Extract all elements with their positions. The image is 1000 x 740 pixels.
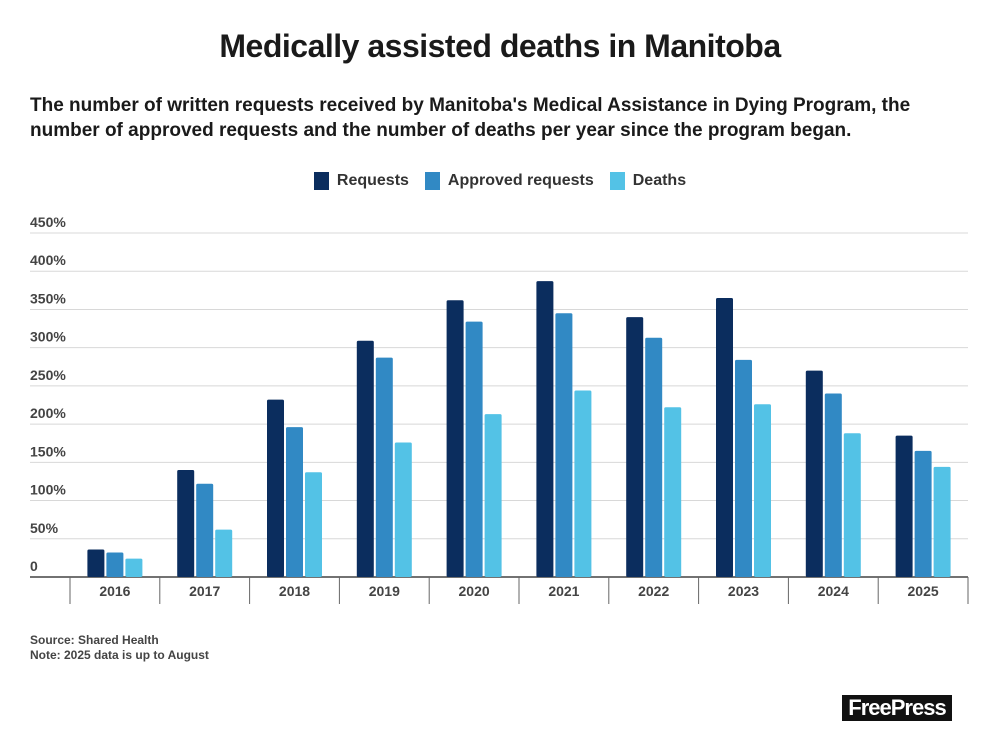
legend-item-requests: Requests [313,172,409,190]
legend-swatch-requests [313,172,329,190]
bar-deaths [664,407,682,577]
footer: Source: Shared Health Note: 2025 data is… [30,633,209,663]
bar-requests [536,281,554,577]
legend-label-deaths: Deaths [632,172,687,189]
bar-deaths [843,433,861,577]
y-tick-label: 250% [30,367,66,383]
bar-deaths [933,466,951,577]
x-tick-label: 2018 [279,583,310,599]
y-tick-label: 100% [30,482,66,498]
source-note: Source: Shared Health [30,633,159,647]
bar-requests [895,435,913,577]
x-tick-label: 2022 [638,583,669,599]
bar-requests [87,549,105,577]
bar-requests [177,469,195,577]
bar-approved-requests [555,313,573,577]
y-tick-label: 50% [30,520,59,536]
bar-requests [446,300,464,577]
bar-requests [716,297,733,577]
x-tick-label: 2020 [459,583,490,599]
y-tick-label: 350% [30,290,66,306]
bar-approved-requests [465,321,483,577]
y-tick-label: 450% [30,214,66,230]
y-tick-label: 0 [30,558,38,574]
y-tick-label: 200% [30,405,66,421]
legend-item-approved: Approved requests [424,172,594,190]
bar-deaths [125,558,143,577]
legend-swatch-deaths [609,172,625,190]
bar-approved-requests [106,552,124,577]
bar-requests [356,340,374,577]
data-note: Note: 2025 data is up to August [30,648,209,662]
chart-title: Medically assisted deaths in Manitoba [219,28,781,64]
x-tick-label: 2025 [908,583,939,599]
bar-approved-requests [375,357,393,577]
x-tick-label: 2019 [369,583,400,599]
bar-approved-requests [286,427,303,577]
chart-subtitle: The number of written requests received … [30,95,911,141]
bar-requests [626,317,644,577]
bar-requests [267,399,284,577]
free-press-logo: FreePress [842,695,952,721]
bar-deaths [574,390,592,577]
legend-item-deaths: Deaths [609,172,687,190]
bar-chart: 0 50% 100% 150% 200% 250% 300% 350% 400% 450% 2016… [30,214,969,604]
bar-deaths [394,442,412,577]
legend-label-requests: Requests [336,172,409,189]
legend-swatch-approved [424,172,440,190]
bar-approved-requests [824,393,842,577]
x-tick-label: 2021 [548,583,579,599]
bar-deaths [215,529,233,577]
bar-deaths [484,414,502,577]
bar-requests [805,370,823,577]
x-tick-label: 2017 [189,583,220,599]
legend: Requests Approved requests Deaths [0,172,1000,190]
bar-deaths [305,472,322,577]
bar-approved-requests [645,337,663,577]
x-tick-label: 2024 [818,583,849,599]
bar-approved-requests [196,483,214,577]
bar-approved-requests [914,450,932,577]
bar-approved-requests [735,359,752,577]
legend-label-approved: Approved requests [447,172,594,189]
x-tick-label: 2016 [99,583,130,599]
y-tick-label: 150% [30,443,66,459]
bar-deaths [754,404,771,577]
y-tick-label: 300% [30,329,66,345]
y-tick-label: 400% [30,252,66,268]
x-tick-label: 2023 [728,583,759,599]
